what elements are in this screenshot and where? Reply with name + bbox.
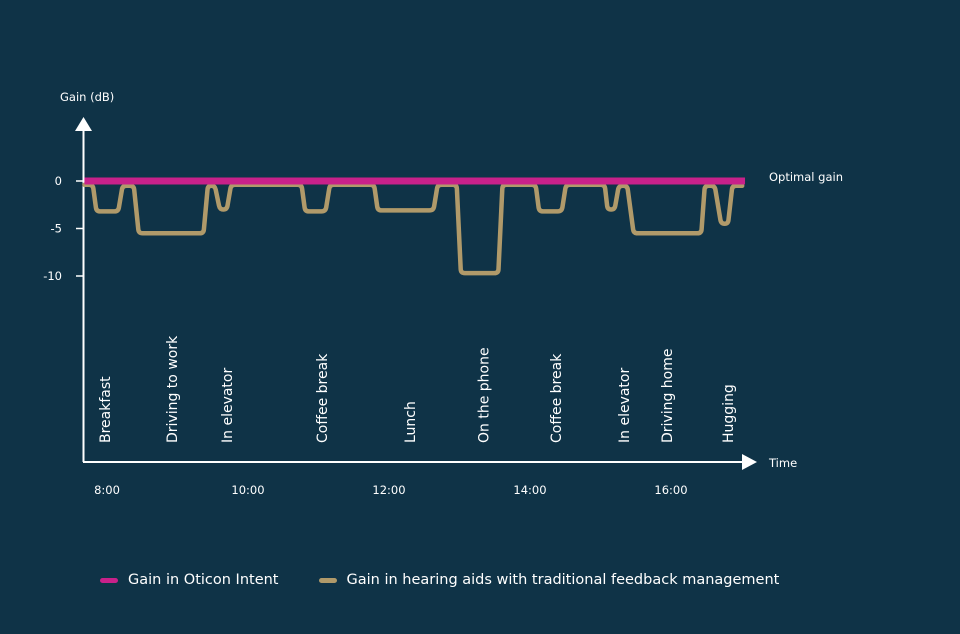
activity-label: In elevator <box>220 368 236 443</box>
legend-item-traditional: Gain in hearing aids with traditional fe… <box>318 572 780 588</box>
legend-swatch-magenta <box>100 577 118 583</box>
x-tick-label: 14:00 <box>513 483 546 497</box>
y-ticks: 0 -5 -10 <box>43 174 84 283</box>
x-tick-label: 12:00 <box>372 483 405 497</box>
y-tick-label: -10 <box>43 269 62 283</box>
activity-label: Breakfast <box>98 376 114 443</box>
activity-label: Lunch <box>403 401 419 443</box>
series-line-traditional <box>82 182 745 276</box>
x-tick-label: 8:00 <box>94 483 120 497</box>
y-axis-label: Gain (dB) <box>60 90 114 104</box>
x-axis-label: Time <box>768 456 797 470</box>
legend-item-oticon-intent: Gain in Oticon Intent <box>100 572 279 588</box>
activity-label: Hugging <box>721 384 737 443</box>
y-tick-label: -5 <box>51 222 62 236</box>
legend-label: Gain in Oticon Intent <box>128 572 279 588</box>
optimal-gain-label: Optimal gain <box>769 170 843 184</box>
legend-swatch-gold <box>318 577 337 583</box>
x-ticks: 8:00 10:00 12:00 14:00 16:00 <box>94 483 687 497</box>
x-tick-label: 10:00 <box>231 483 264 497</box>
activity-label: Driving to work <box>165 335 181 443</box>
activity-label: Driving home <box>660 349 676 444</box>
legend-label: Gain in hearing aids with traditional fe… <box>346 572 780 588</box>
axes: Gain (dB) Time <box>60 90 797 470</box>
y-axis-arrow-icon <box>75 117 92 131</box>
activity-label: In elevator <box>617 368 633 443</box>
y-tick-label: 0 <box>55 174 62 188</box>
x-axis-arrow-icon <box>742 454 757 470</box>
activity-label: Coffee break <box>315 353 331 443</box>
legend: Gain in Oticon Intent Gain in hearing ai… <box>100 572 819 588</box>
activity-label: Coffee break <box>549 353 565 443</box>
activity-label: On the phone <box>477 347 493 443</box>
series-lines <box>82 177 746 276</box>
x-tick-label: 16:00 <box>654 483 687 497</box>
activity-labels: Breakfast Driving to work In elevator Coffe… <box>98 335 737 443</box>
